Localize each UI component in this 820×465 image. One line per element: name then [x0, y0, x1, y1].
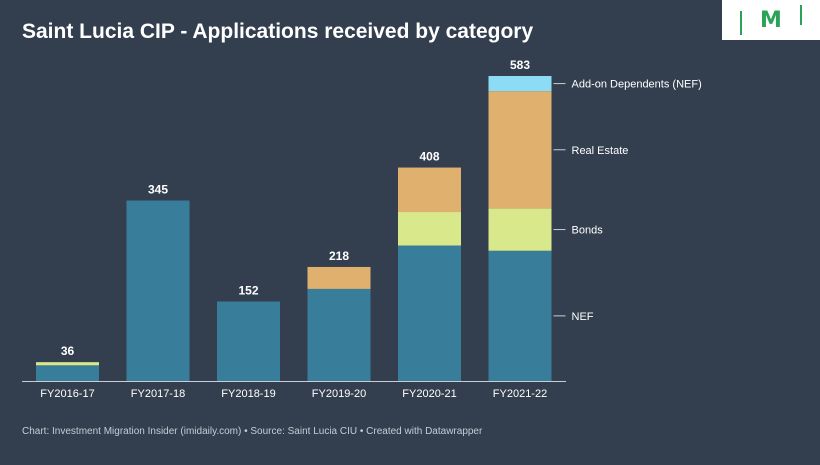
bar-fy2020-21-bonds — [398, 212, 461, 246]
bar-fy2019-20-real-estate — [307, 266, 371, 289]
legend-label-nef: NEF — [572, 311, 594, 323]
bar-fy2017-18-nef — [126, 200, 190, 381]
x-tick-label-fy2018-19: FY2018-19 — [221, 388, 275, 400]
total-label-fy2016-17: 36 — [61, 344, 75, 358]
bar-fy2016-17-nef — [36, 365, 99, 381]
total-label-fy2021-22: 583 — [510, 58, 530, 72]
imi-logo[interactable]: M — [722, 0, 820, 40]
bar-fy2016-17-bonds — [36, 362, 99, 366]
x-tick-label-fy2020-21: FY2020-21 — [402, 388, 456, 400]
legend-label-bonds: Bonds — [572, 225, 604, 237]
logo-letter: M — [760, 8, 782, 33]
legend-label-add-on-dependents-nef: Add-on Dependents (NEF) — [572, 79, 702, 91]
bar-fy2019-20-nef — [307, 288, 371, 381]
logo-right-bar — [800, 5, 802, 25]
legend-label-real-estate: Real Estate — [572, 145, 629, 157]
x-tick-label-fy2021-22: FY2021-22 — [493, 388, 547, 400]
total-label-fy2019-20: 218 — [329, 249, 349, 263]
chart-title: Saint Lucia CIP - Applications received … — [22, 20, 534, 43]
total-label-fy2017-18: 345 — [148, 183, 168, 197]
bar-fy2021-22-add-on-dependents-nef — [488, 76, 552, 92]
total-label-fy2020-21: 408 — [419, 150, 439, 164]
bar-fy2021-22-nef — [488, 250, 552, 381]
bar-fy2021-22-real-estate — [488, 91, 552, 209]
bar-fy2020-21-real-estate — [398, 167, 461, 213]
x-tick-label-fy2016-17: FY2016-17 — [40, 388, 94, 400]
bar-fy2021-22-bonds — [488, 208, 552, 251]
bar-fy2020-21-nef — [398, 245, 461, 381]
bar-fy2018-19-nef — [217, 301, 280, 381]
total-label-fy2018-19: 152 — [238, 283, 258, 297]
logo-left-bar — [740, 11, 742, 35]
x-tick-label-fy2017-18: FY2017-18 — [131, 388, 185, 400]
chart-footer: Chart: Investment Migration Insider (imi… — [22, 426, 483, 437]
x-tick-label-fy2019-20: FY2019-20 — [312, 388, 366, 400]
